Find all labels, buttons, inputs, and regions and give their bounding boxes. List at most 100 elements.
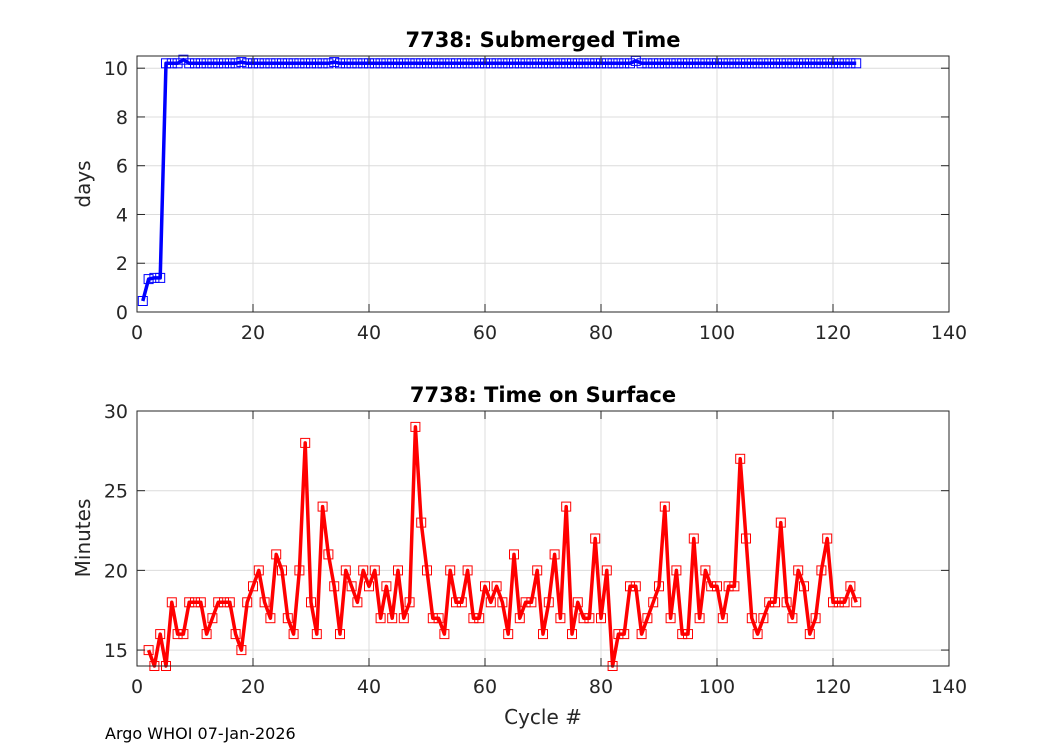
data-point-marker: [456, 597, 467, 608]
data-point-marker: [567, 629, 577, 640]
data-point-marker: [485, 597, 496, 608]
data-point-marker: [137, 296, 148, 306]
data-point-marker: [242, 58, 253, 69]
data-point-marker: [538, 629, 548, 640]
data-point-marker: [445, 58, 456, 69]
data-point-marker: [439, 58, 450, 69]
data-point-marker: [323, 58, 334, 69]
data-point-marker: [648, 58, 659, 69]
data-point-marker: [804, 58, 815, 69]
data-point-marker: [433, 613, 444, 624]
data-point-marker: [352, 597, 363, 608]
data-point-marker: [549, 549, 560, 560]
data-point-marker: [793, 58, 804, 69]
data-point-marker: [474, 58, 485, 69]
data-point-marker: [717, 58, 728, 69]
data-point-marker: [654, 58, 664, 69]
data-point-marker: [480, 581, 490, 592]
data-point-marker: [340, 58, 351, 69]
data-point-marker: [364, 581, 374, 592]
data-point-marker: [172, 58, 183, 69]
data-point-marker: [184, 58, 195, 69]
data-point-marker: [758, 613, 769, 624]
data-point-marker: [277, 58, 287, 69]
data-point-marker: [410, 421, 421, 432]
data-point-marker: [201, 629, 212, 640]
data-point-marker: [816, 565, 827, 576]
data-point-marker: [578, 58, 589, 69]
data-point-marker: [451, 597, 461, 608]
data-point-marker: [793, 565, 804, 576]
submerged-time-chart: 0 20 40 60 80 100 120 140 0 2 4 6 8 10 7738: Submerge…: [71, 28, 967, 344]
data-point-marker: [387, 613, 398, 624]
x-tick-label: 80: [589, 322, 613, 344]
data-point-marker: [311, 58, 322, 69]
data-point-marker: [451, 58, 461, 69]
data-point-marker: [474, 613, 485, 624]
data-point-marker: [741, 533, 751, 544]
plot-frame: [136, 410, 950, 667]
axis-ticks: 0 20 40 60 80 100 120 140 15 20 25 30: [104, 401, 967, 698]
data-point-marker: [462, 565, 473, 576]
data-point-marker: [224, 597, 235, 608]
x-tick-label: 100: [699, 676, 735, 698]
data-point-marker: [265, 613, 276, 624]
data-point-marker: [735, 453, 746, 464]
data-point-marker: [741, 58, 751, 69]
data-point-marker: [822, 533, 833, 544]
data-point-marker: [306, 58, 316, 69]
data-point-marker: [787, 613, 798, 624]
data-point-marker: [311, 629, 322, 640]
axis-ticks: 0 20 40 60 80 100 120 140 0 2 4 6 8 10: [104, 56, 967, 344]
data-point-marker: [294, 58, 305, 69]
data-point-marker: [543, 597, 554, 608]
data-point-marker: [335, 58, 345, 69]
data-point-marker: [456, 58, 467, 69]
data-point-marker: [683, 58, 693, 69]
data-point-marker: [340, 565, 351, 576]
y-tick-label: 10: [104, 58, 128, 80]
data-point-marker: [520, 58, 531, 69]
data-point-marker: [828, 597, 838, 608]
x-tick-label: 0: [131, 676, 143, 698]
x-tick-label: 140: [931, 676, 967, 698]
data-point-marker: [375, 58, 386, 69]
data-point-marker: [654, 581, 664, 592]
data-point-marker: [549, 58, 560, 69]
y-tick-label: 20: [104, 560, 128, 582]
data-point-marker: [514, 613, 525, 624]
data-point-marker: [265, 58, 276, 69]
data-point-marker: [665, 58, 676, 69]
data-point-marker: [764, 58, 775, 69]
data-point-marker: [375, 613, 386, 624]
data-point-marker: [752, 629, 763, 640]
data-point-marker: [410, 58, 421, 69]
y-tick-label: 0: [116, 302, 128, 324]
data-point-marker: [219, 58, 229, 69]
data-point-marker: [770, 597, 780, 608]
data-point-marker: [462, 58, 473, 69]
data-point-marker: [532, 565, 543, 576]
data-point-marker: [712, 581, 722, 592]
data-point-marker: [659, 501, 670, 512]
data-point-marker: [393, 565, 403, 576]
data-point-marker: [526, 58, 537, 69]
x-tick-label: 60: [473, 322, 497, 344]
data-point-marker: [532, 58, 543, 69]
data-point-marker: [700, 565, 711, 576]
footer-credit: Argo WHOI 07-Jan-2026: [105, 724, 296, 743]
data-point-marker: [775, 517, 786, 528]
data-point-marker: [503, 58, 514, 69]
data-point-marker: [155, 272, 166, 283]
data-point-marker: [758, 58, 769, 69]
data-point-marker: [555, 613, 566, 624]
data-point-marker: [416, 517, 427, 528]
series-group: [137, 54, 862, 306]
data-point-marker: [630, 581, 641, 592]
x-tick-label: 120: [815, 322, 851, 344]
x-tick-label: 40: [357, 322, 381, 344]
data-point-marker: [207, 613, 218, 624]
data-point-marker: [248, 581, 258, 592]
data-point-marker: [520, 597, 531, 608]
